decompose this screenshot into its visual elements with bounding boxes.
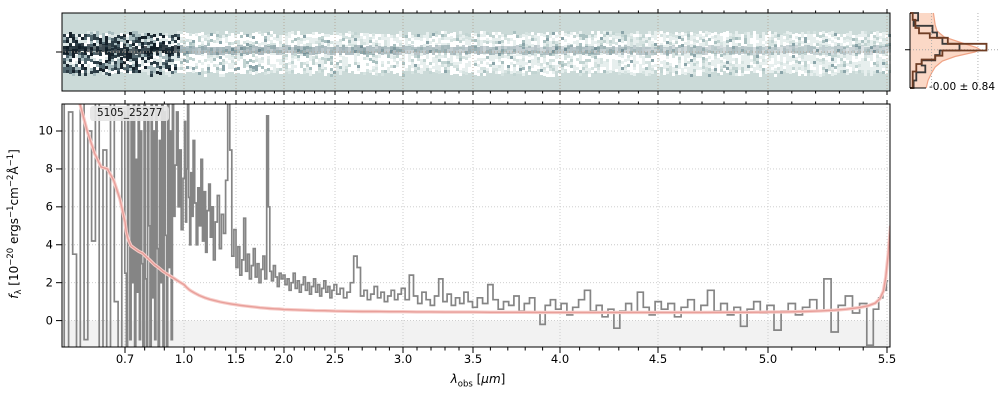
x-axis-label: λobs [μm] — [451, 372, 506, 389]
y-tick-label: 10 — [38, 123, 53, 138]
y-axis-label: fλ [10−20 ergs−1cm−2Å−1] — [6, 149, 24, 299]
flux-step-line — [63, 104, 889, 347]
x-tick-label: 4.5 — [648, 352, 668, 366]
x-tick-label: 0.7 — [115, 352, 135, 366]
residual-histogram-panel — [905, 12, 998, 89]
x-tick-label: 3.0 — [393, 352, 413, 366]
axis-label-part: Å — [6, 166, 21, 175]
axis-label-part: obs — [457, 379, 473, 390]
x-tick-label: 1.5 — [226, 352, 246, 366]
y-tick-label: 4 — [45, 237, 53, 252]
x-tick-label: 3.5 — [463, 352, 483, 366]
spectrum-2d-panel — [56, 9, 891, 95]
y-tick-label: 0 — [45, 312, 53, 327]
axis-label-part: ] — [6, 149, 21, 154]
x-tick-label: 2.0 — [274, 352, 294, 366]
axis-label-part: [10 — [6, 265, 21, 290]
y-tick-label: 2 — [45, 274, 53, 289]
axis-label-part: f — [6, 294, 21, 299]
residual-stat-label: -0.00 ± 0.84 — [929, 81, 996, 93]
axis-label-part: −20 — [5, 247, 16, 266]
axis-label-part: −2 — [5, 174, 16, 188]
axis-label-part: −1 — [5, 205, 16, 219]
x-tick-label: 4.0 — [550, 352, 570, 366]
model-hist-line — [910, 12, 988, 89]
y-tick-label: 8 — [45, 161, 53, 176]
x-tick-label: 1.0 — [174, 352, 194, 366]
axis-label-part: λ — [450, 372, 458, 386]
source-id-label: 5105_25277 — [90, 106, 170, 121]
axis-label-part: m — [488, 372, 501, 386]
axis-label-part: μ — [481, 372, 489, 386]
spectrum-1d-panel — [56, 100, 891, 353]
x-tick-label: 5.0 — [758, 352, 778, 366]
x-tick-label: 5.5 — [877, 352, 897, 366]
axis-label-part: ergs — [6, 218, 21, 248]
y-tick-label: 6 — [45, 199, 53, 214]
axis-label-part: cm — [6, 187, 21, 206]
axis-label-part: ] — [500, 372, 506, 386]
error-curve — [79, 104, 890, 314]
axis-label-part: −1 — [5, 153, 16, 167]
x-tick-label: 2.5 — [325, 352, 345, 366]
axis-label-part: [ — [472, 372, 482, 386]
axis-label-part: λ — [14, 289, 25, 295]
